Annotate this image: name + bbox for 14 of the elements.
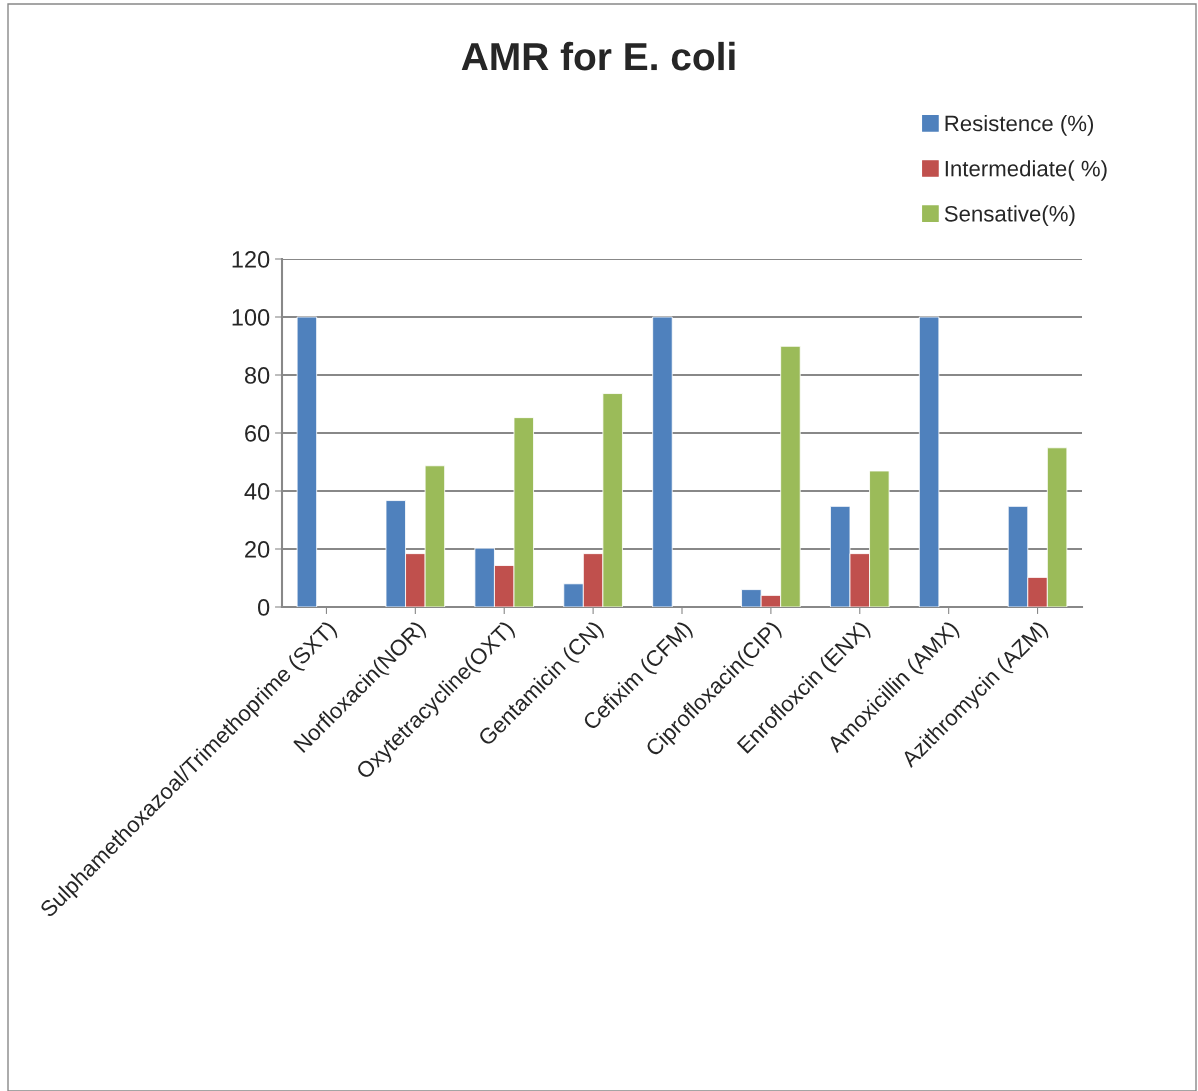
legend-label: Sensative(%) xyxy=(944,205,1075,227)
y-tick-label: 40 xyxy=(244,483,270,500)
chart-title: AMR for E. coli xyxy=(461,41,735,71)
y-tick-label: 100 xyxy=(232,309,270,326)
bar xyxy=(652,316,673,607)
bar xyxy=(918,316,940,607)
y-tick-label: 60 xyxy=(245,425,270,442)
y-tick-label: 120 xyxy=(232,251,270,268)
y-tick-label: 20 xyxy=(245,541,270,558)
legend-label: Resistence (%) xyxy=(945,115,1094,136)
y-tick-label: 0 xyxy=(257,599,270,616)
y-tick-label: 80 xyxy=(244,367,270,384)
bar xyxy=(296,316,318,607)
legend-label: Intermediate( %) xyxy=(945,160,1107,181)
